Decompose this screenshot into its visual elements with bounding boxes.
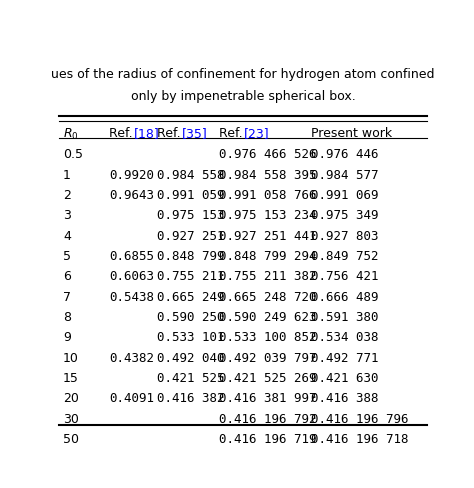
- Text: Present work: Present work: [311, 127, 392, 140]
- Text: 0.590 249 623: 0.590 249 623: [219, 310, 317, 323]
- Text: 1: 1: [63, 168, 71, 181]
- Text: 3: 3: [63, 209, 71, 222]
- Text: 0.492 040: 0.492 040: [156, 351, 224, 364]
- Text: 7: 7: [63, 290, 71, 303]
- Text: 0.416 196 796: 0.416 196 796: [311, 412, 409, 425]
- Text: 0.755 211: 0.755 211: [156, 270, 224, 283]
- Text: 0.9643: 0.9643: [109, 188, 154, 202]
- Text: 0.665 248 720: 0.665 248 720: [219, 290, 317, 303]
- Text: 0.421 525: 0.421 525: [156, 371, 224, 384]
- Text: 0.976 466 526: 0.976 466 526: [219, 148, 317, 161]
- Text: 0.975 153 234: 0.975 153 234: [219, 209, 317, 222]
- Text: 0.991 069: 0.991 069: [311, 188, 378, 202]
- Text: 0.975 153: 0.975 153: [156, 209, 224, 222]
- Text: Ref.: Ref.: [219, 127, 245, 140]
- Text: 0.6855: 0.6855: [109, 249, 154, 263]
- Text: 0.927 251 441: 0.927 251 441: [219, 229, 317, 242]
- Text: only by impenetrable spherical box.: only by impenetrable spherical box.: [130, 90, 356, 102]
- Text: 0.5: 0.5: [63, 148, 83, 161]
- Text: 0.927 803: 0.927 803: [311, 229, 378, 242]
- Text: 0.534 038: 0.534 038: [311, 330, 378, 344]
- Text: 2: 2: [63, 188, 71, 202]
- Text: 0.756 421: 0.756 421: [311, 270, 378, 283]
- Text: 5: 5: [63, 249, 71, 263]
- Text: 0.666 489: 0.666 489: [311, 290, 378, 303]
- Text: 0.4091: 0.4091: [109, 391, 154, 405]
- Text: 0.416 388: 0.416 388: [311, 391, 378, 405]
- Text: 0.6063: 0.6063: [109, 270, 154, 283]
- Text: 6: 6: [63, 270, 71, 283]
- Text: 0.421 630: 0.421 630: [311, 371, 378, 384]
- Text: 0.984 577: 0.984 577: [311, 168, 378, 181]
- Text: 0.927 251: 0.927 251: [156, 229, 224, 242]
- Text: 10: 10: [63, 351, 79, 364]
- Text: Ref.: Ref.: [109, 127, 135, 140]
- Text: 0.533 101: 0.533 101: [156, 330, 224, 344]
- Text: [18]: [18]: [134, 127, 160, 140]
- Text: 0.9920: 0.9920: [109, 168, 154, 181]
- Text: 0.416 196 792: 0.416 196 792: [219, 412, 317, 425]
- Text: 30: 30: [63, 412, 79, 425]
- Text: 0.492 771: 0.492 771: [311, 351, 378, 364]
- Text: 0.665 249: 0.665 249: [156, 290, 224, 303]
- Text: 0.416 382: 0.416 382: [156, 391, 224, 405]
- Text: Ref.: Ref.: [156, 127, 182, 140]
- Text: 8: 8: [63, 310, 71, 323]
- Text: 0.975 349: 0.975 349: [311, 209, 378, 222]
- Text: [23]: [23]: [244, 127, 270, 140]
- Text: 0.590 250: 0.590 250: [156, 310, 224, 323]
- Text: 0.5438: 0.5438: [109, 290, 154, 303]
- Text: 0.416 381 997: 0.416 381 997: [219, 391, 317, 405]
- Text: $R_0$: $R_0$: [63, 126, 79, 141]
- Text: 20: 20: [63, 391, 79, 405]
- Text: 15: 15: [63, 371, 79, 384]
- Text: 0.421 525 269: 0.421 525 269: [219, 371, 317, 384]
- Text: 0.991 059: 0.991 059: [156, 188, 224, 202]
- Text: 0.4382: 0.4382: [109, 351, 154, 364]
- Text: 0.848 799 294: 0.848 799 294: [219, 249, 317, 263]
- Text: 0.591 380: 0.591 380: [311, 310, 378, 323]
- Text: 0.416 196 718: 0.416 196 718: [311, 432, 409, 445]
- Text: ues of the radius of confinement for hydrogen atom confined: ues of the radius of confinement for hyd…: [51, 68, 435, 81]
- Text: 4: 4: [63, 229, 71, 242]
- Text: 50: 50: [63, 432, 79, 445]
- Text: 0.849 752: 0.849 752: [311, 249, 378, 263]
- Text: 0.976 446: 0.976 446: [311, 148, 378, 161]
- Text: 0.991 058 766: 0.991 058 766: [219, 188, 317, 202]
- Text: 0.848 799: 0.848 799: [156, 249, 224, 263]
- Text: 9: 9: [63, 330, 71, 344]
- Text: 0.755 211 382: 0.755 211 382: [219, 270, 317, 283]
- Text: 0.984 558 395: 0.984 558 395: [219, 168, 317, 181]
- Text: 0.416 196 719: 0.416 196 719: [219, 432, 317, 445]
- Text: 0.492 039 797: 0.492 039 797: [219, 351, 317, 364]
- Text: [35]: [35]: [182, 127, 207, 140]
- Text: 0.984 558: 0.984 558: [156, 168, 224, 181]
- Text: 0.533 100 852: 0.533 100 852: [219, 330, 317, 344]
